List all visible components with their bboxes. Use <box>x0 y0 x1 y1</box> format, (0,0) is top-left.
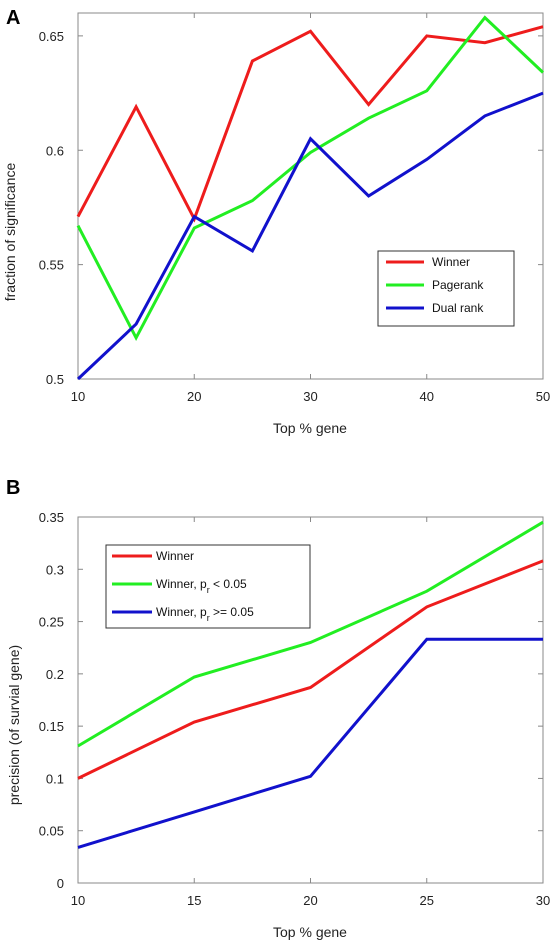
y-tick-label: 0.1 <box>46 771 64 786</box>
x-tick-label: 15 <box>187 893 201 908</box>
legend-a: Winner Pagerank Dual rank <box>377 250 515 327</box>
panel-letter-a: A <box>6 7 20 29</box>
series-line-2 <box>76 15 545 342</box>
y-axis-label-a: fraction of significance <box>2 163 18 302</box>
y-tick-label: 0.65 <box>39 29 64 44</box>
x-tick-label: 10 <box>71 893 85 908</box>
y-axis-label-b: precision (of survial gene) <box>6 645 22 805</box>
y-tick-label: 0.3 <box>46 562 64 577</box>
x-tick-label: 20 <box>303 893 317 908</box>
y-tick-label: 0.15 <box>39 719 64 734</box>
legend-b: Winner Winner, pr < 0.05 Winner, pr >= 0.0… <box>105 544 311 629</box>
x-tick-label: 40 <box>420 389 434 404</box>
series-line-3 <box>76 91 544 381</box>
x-axis-label-a: Top % gene <box>273 420 347 436</box>
legend-label-1: Winner <box>156 549 194 563</box>
x-tick-label: 30 <box>536 893 550 908</box>
y-tick-label: 0.35 <box>39 510 64 525</box>
legend-box-b <box>105 544 311 629</box>
legend-label-2: Winner, pr < 0.05 <box>156 577 247 595</box>
y-tick-label: 0.2 <box>46 667 64 682</box>
panel-a: A 0.5 0.55 0.6 0.65 10 20 30 40 50 Top % gene f… <box>2 7 550 436</box>
series-line-3 <box>77 637 543 849</box>
legend-label-1: Winner <box>432 255 470 269</box>
y-tick-label: 0.55 <box>39 258 64 273</box>
y-tick-label: 0.25 <box>39 615 64 630</box>
x-tick-label: 30 <box>303 389 317 404</box>
panel-letter-b: B <box>6 477 20 499</box>
x-tick-label: 10 <box>71 389 85 404</box>
y-tick-label: 0 <box>57 876 64 891</box>
x-tick-label: 20 <box>187 389 201 404</box>
series-line-1 <box>77 559 544 780</box>
panel-b: B 00.050.10.150.20.250.30.35 10 15 20 25 30 … <box>6 477 550 940</box>
x-tick-label: 25 <box>420 893 434 908</box>
x-tick-label: 50 <box>536 389 550 404</box>
y-tick-label: 0.05 <box>39 824 64 839</box>
series-line-2 <box>77 520 544 748</box>
legend-label-3: Dual rank <box>432 301 484 315</box>
y-tick-label: 0.5 <box>46 372 64 387</box>
x-axis-label-b: Top % gene <box>273 924 347 940</box>
legend-label-2: Pagerank <box>432 278 484 292</box>
legend-label-3: Winner, pr >= 0.05 <box>156 605 254 623</box>
y-tick-label: 0.6 <box>46 143 64 158</box>
